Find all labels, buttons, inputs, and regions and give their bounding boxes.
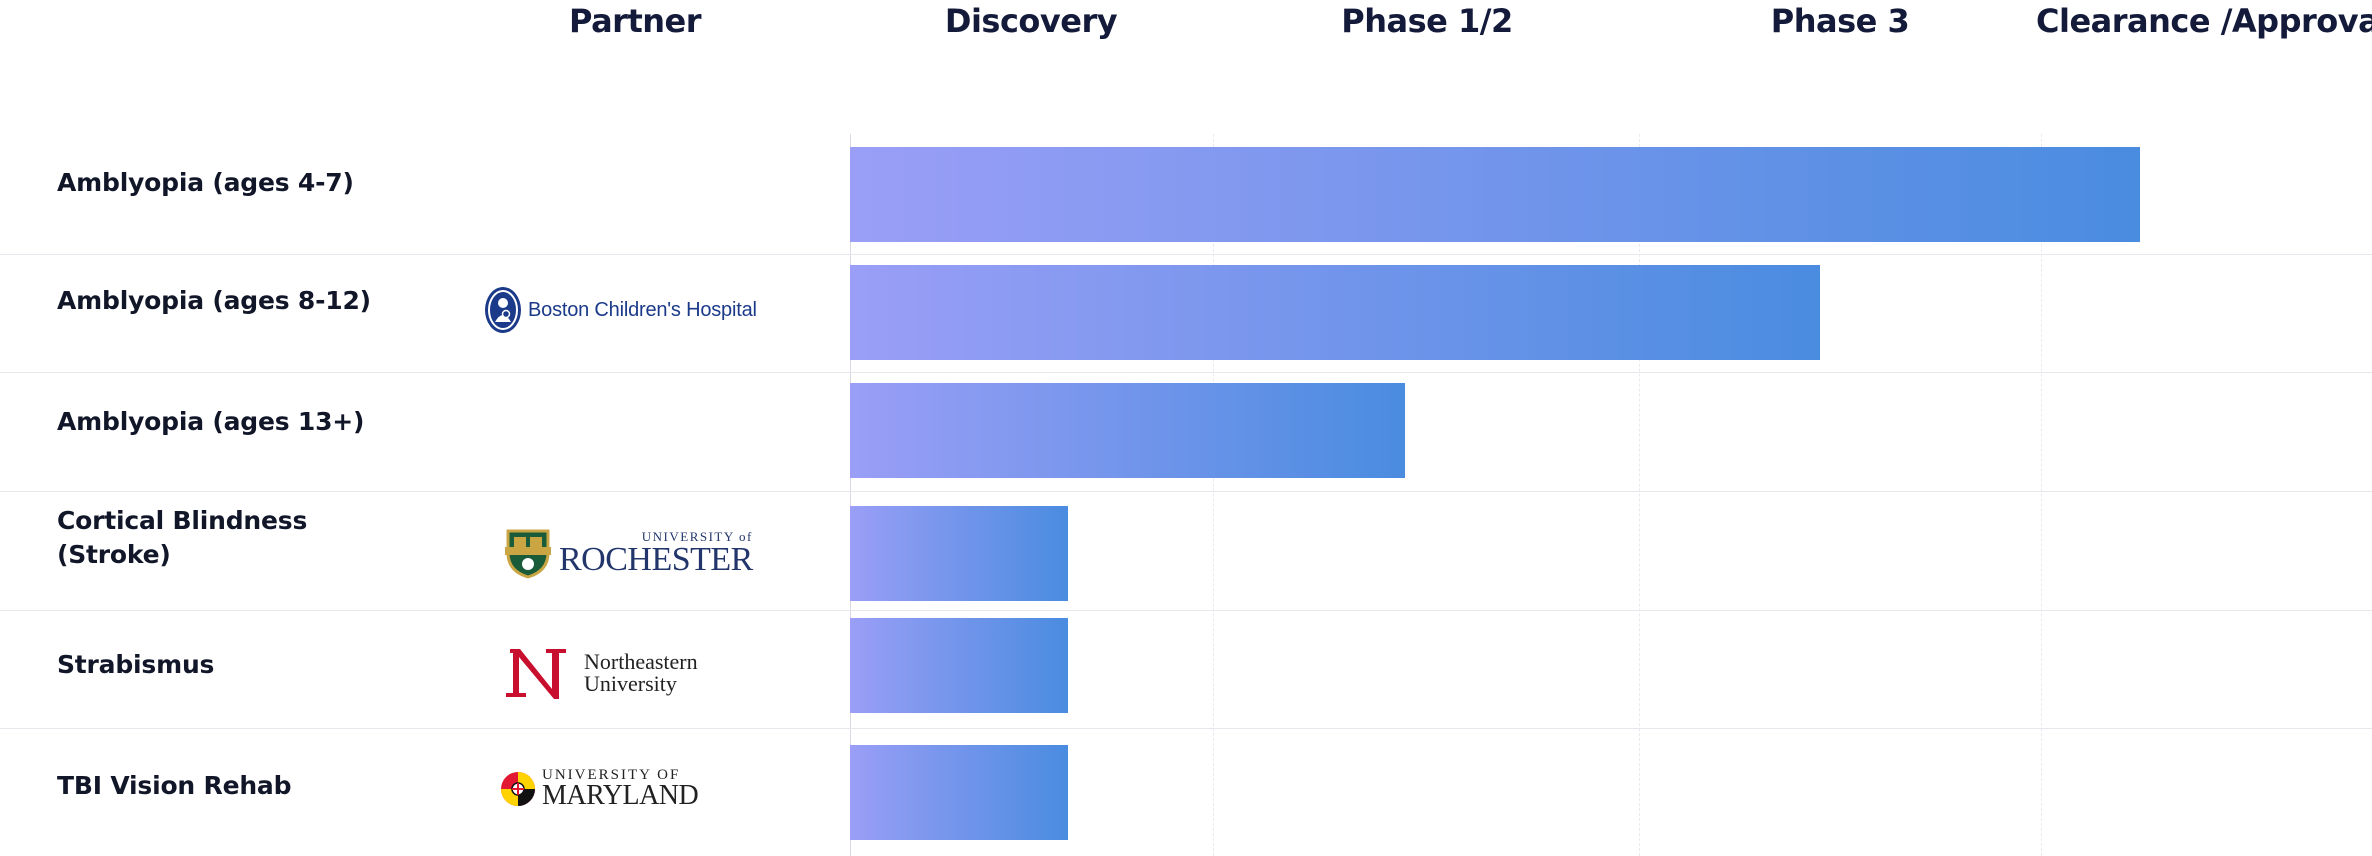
bar-cortical-blindness [850,506,1068,601]
column-header-discovery: Discovery [944,2,1118,40]
column-header-clearance-approval: Clearance /Approval [2036,2,2372,40]
column-header-partner: Partner [568,2,702,40]
university-of-maryland-logo: UNIVERSITY OF MARYLAND [500,767,699,811]
maryland-name-text: MARYLAND [542,780,699,811]
chart-axis-line [850,134,851,856]
rochester-university-of-text: UNIVERSITY of [641,529,753,544]
row-separator [0,491,2372,492]
row-label-tbi-vision-rehab: TBI Vision Rehab [57,771,292,800]
column-header-phase-1-2: Phase 1/2 [1341,2,1513,40]
rochester-shield-icon [505,529,551,579]
column-header-phase-3: Phase 3 [1770,2,1910,40]
northeastern-n-icon [506,649,566,699]
northeastern-university-logo: Northeastern University [504,645,698,701]
gridline-phase-3-end [2041,134,2042,856]
northeastern-line-2: University [584,671,677,696]
bar-amblyopia-4-7 [850,147,2141,242]
gridline-phase-1-2-end [1639,134,1640,856]
maryland-globe-icon [501,771,535,806]
boston-childrens-hospital-logo: Boston Children's Hospital [484,286,757,334]
row-label-strabismus: Strabismus [57,650,215,679]
bar-strabismus [850,618,1068,713]
row-separator [0,728,2372,729]
row-label-cortical-blindness: Cortical Blindness (Stroke) [57,506,308,569]
rochester-name-text: ROCHESTER [559,541,753,578]
row-separator [0,254,2372,255]
boston-childrens-emblem-icon [485,287,521,333]
row-label-amblyopia-4-7: Amblyopia (ages 4-7) [57,168,354,197]
bar-amblyopia-8-12 [850,265,1820,360]
row-label-amblyopia-13-plus: Amblyopia (ages 13+) [57,407,365,436]
row-separator [0,372,2372,373]
northeastern-line-1: Northeastern [584,649,698,674]
boston-childrens-hospital-name: Boston Children's Hospital [528,298,757,321]
gridline-discovery-end [1213,134,1214,856]
maryland-university-of-text: UNIVERSITY OF [542,767,681,783]
row-label-amblyopia-8-12: Amblyopia (ages 8-12) [57,286,371,315]
bar-tbi-vision-rehab [850,745,1068,840]
bar-amblyopia-13-plus [850,383,1405,478]
university-of-rochester-logo: UNIVERSITY of ROCHESTER [505,527,753,579]
row-separator [0,610,2372,611]
